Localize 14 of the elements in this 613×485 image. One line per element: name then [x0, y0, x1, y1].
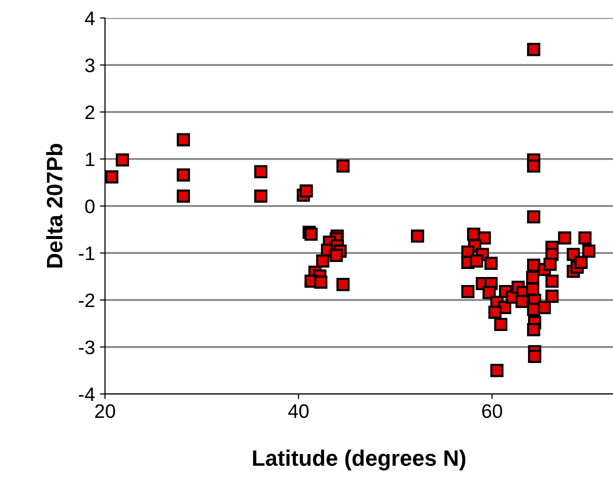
y-tick-label: 3 [85, 58, 94, 72]
y-tick-label: -4 [78, 388, 95, 402]
y-tick-label: 2 [85, 105, 94, 120]
y-tick-label: 1 [86, 152, 94, 166]
x-tick-label: 40 [288, 404, 309, 418]
x-tick-label: 20 [95, 404, 116, 418]
x-tick-label: 60 [482, 404, 502, 418]
y-tick-label: 4 [84, 12, 95, 26]
y-axis-title: Delta 207Pb [46, 144, 62, 268]
y-tick-label: -2 [78, 293, 94, 308]
x-axis-title: Latitude (degrees N) [253, 450, 466, 470]
y-tick-label: -1 [78, 246, 94, 260]
y-tick-label: 0 [85, 199, 95, 214]
y-tick-label: -3 [78, 340, 94, 354]
